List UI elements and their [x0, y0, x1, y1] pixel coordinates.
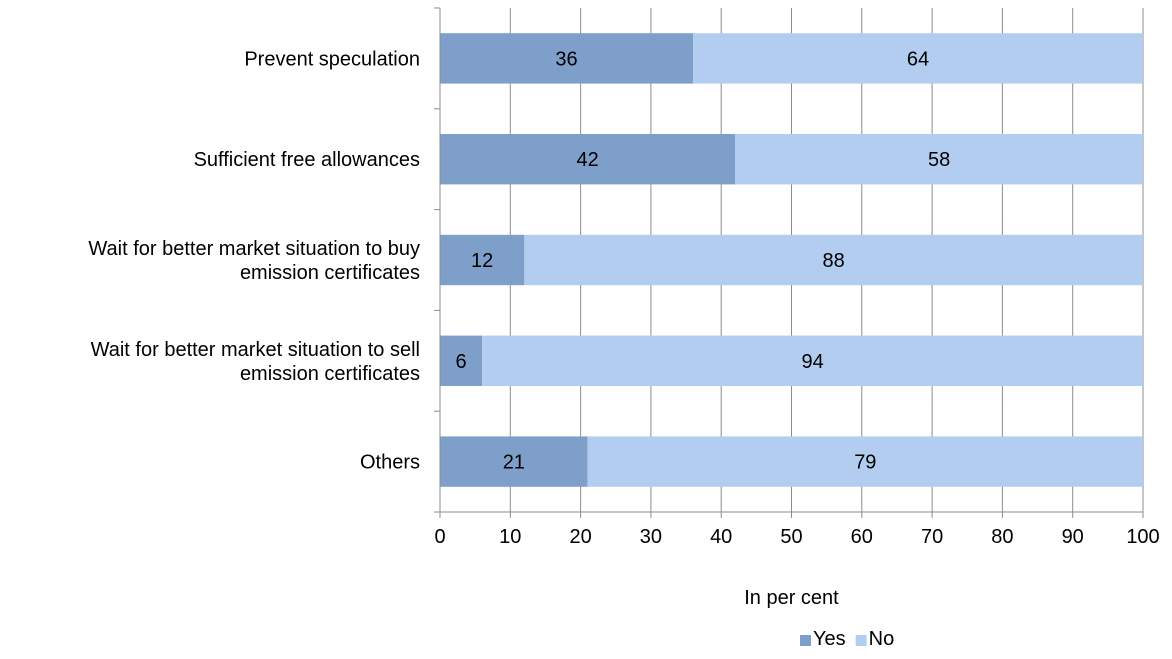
- category-label-line: Others: [360, 452, 420, 474]
- bar-no-1: [735, 134, 1143, 185]
- category-label-line: emission certificates: [240, 262, 420, 284]
- data-label-yes-3: 6: [456, 351, 467, 373]
- x-tick-labels: 0 10 20 30 40 50 60 70 80 90 100: [434, 526, 1159, 548]
- category-label-2: Wait for better market situation to buy e…: [88, 238, 420, 284]
- data-label-yes-2: 12: [471, 250, 493, 272]
- category-label-line: Wait for better market situation to buy: [88, 238, 420, 260]
- bar-yes-3: [440, 335, 483, 386]
- category-label-line: emission certificates: [240, 363, 420, 385]
- x-tick-label: 90: [1062, 526, 1084, 548]
- bar-no-3: [482, 335, 1143, 386]
- category-label-4: Others: [360, 452, 420, 474]
- x-tick-label: 40: [710, 526, 732, 548]
- data-label-no-2: 88: [823, 250, 845, 272]
- legend-swatch-yes: [800, 635, 811, 646]
- x-tick-label: 60: [851, 526, 873, 548]
- bar-no-0: [693, 33, 1143, 84]
- x-tick-label: 30: [640, 526, 662, 548]
- legend: Yes No: [800, 628, 894, 650]
- bar-yes-4: [440, 436, 588, 487]
- bars: [440, 33, 1143, 487]
- axes: [434, 7, 1144, 518]
- bar-no-4: [587, 436, 1143, 487]
- data-label-no-3: 94: [801, 351, 823, 373]
- x-tick-label: 80: [991, 526, 1013, 548]
- category-label-3: Wait for better market situation to sell…: [91, 339, 420, 385]
- legend-swatch-no: [855, 635, 867, 646]
- category-label-line: Wait for better market situation to sell: [91, 339, 420, 361]
- legend-label-yes: Yes: [813, 628, 846, 650]
- legend-label-no: No: [869, 628, 895, 650]
- data-label-no-4: 79: [854, 452, 876, 474]
- x-tick-label: 0: [434, 526, 445, 548]
- x-tick-label: 50: [780, 526, 802, 548]
- category-labels: Prevent speculation Sufficient free allow…: [88, 48, 420, 473]
- x-tick-label: 20: [569, 526, 591, 548]
- x-tick-label: 100: [1126, 526, 1159, 548]
- category-label-line: Prevent speculation: [244, 48, 420, 70]
- data-label-no-0: 64: [907, 48, 929, 70]
- category-label-line: Sufficient free allowances: [194, 149, 420, 171]
- bar-yes-0: [440, 33, 694, 84]
- category-label-0: Prevent speculation: [244, 48, 420, 70]
- category-label-1: Sufficient free allowances: [194, 149, 420, 171]
- data-label-yes-1: 42: [577, 149, 599, 171]
- bar-no-2: [524, 234, 1143, 286]
- data-label-yes-0: 36: [555, 48, 577, 70]
- bar-yes-1: [440, 134, 736, 185]
- x-tick-label: 70: [921, 526, 943, 548]
- data-labels: 36 64 42 58 12 88 6 94 21 79: [456, 48, 951, 473]
- x-tick-label: 10: [499, 526, 521, 548]
- data-label-yes-4: 21: [503, 452, 525, 474]
- data-label-no-1: 58: [928, 149, 950, 171]
- bar-yes-2: [440, 234, 525, 286]
- x-axis-label: In per cent: [744, 587, 839, 609]
